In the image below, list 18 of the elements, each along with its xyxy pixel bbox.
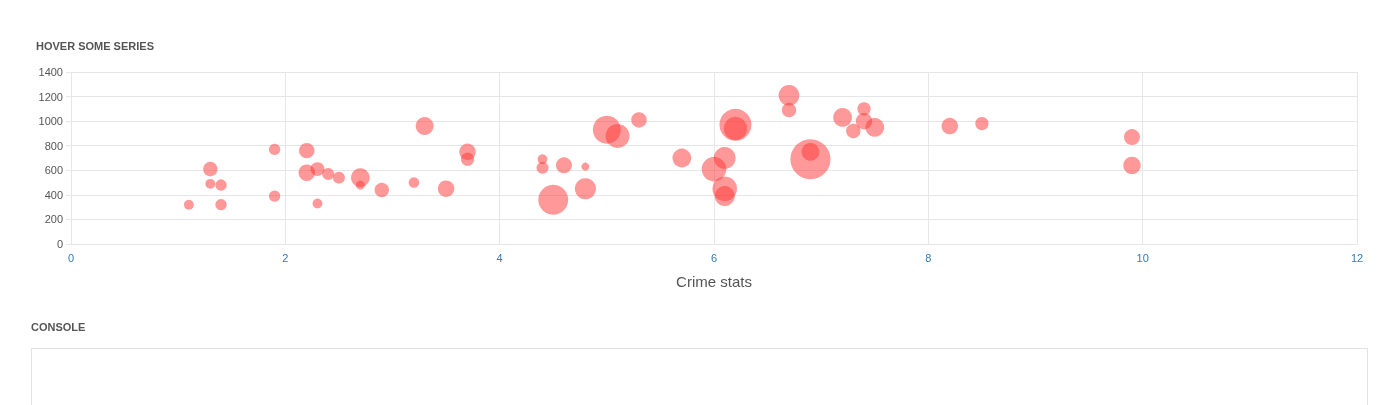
text: CONSOLE [31,321,86,333]
x-tick-label: 10 [1136,251,1149,264]
y-tick-label: 600 [44,164,63,177]
y-tick-label: 1400 [38,66,63,78]
y-tick-label: 0 [56,238,63,250]
x-tick-label: 2 [282,251,289,264]
x-tick-label: 8 [925,251,932,264]
chart-title: HOVER SOME SERIES [36,39,154,52]
y-tick-label: 1200 [38,90,63,103]
y-tick-label: 1000 [38,115,63,128]
x-tick-label: 0 [67,251,75,264]
y-tick-label: 400 [44,188,63,201]
x-tick-label: 12 [1350,251,1364,264]
y-tick-label: 200 [44,213,63,226]
x-tick-label: 6 [710,251,718,264]
y-tick-label: 800 [44,139,63,152]
x-tick-label: 4 [496,251,503,264]
x-axis-title: Crime stats [676,273,752,290]
